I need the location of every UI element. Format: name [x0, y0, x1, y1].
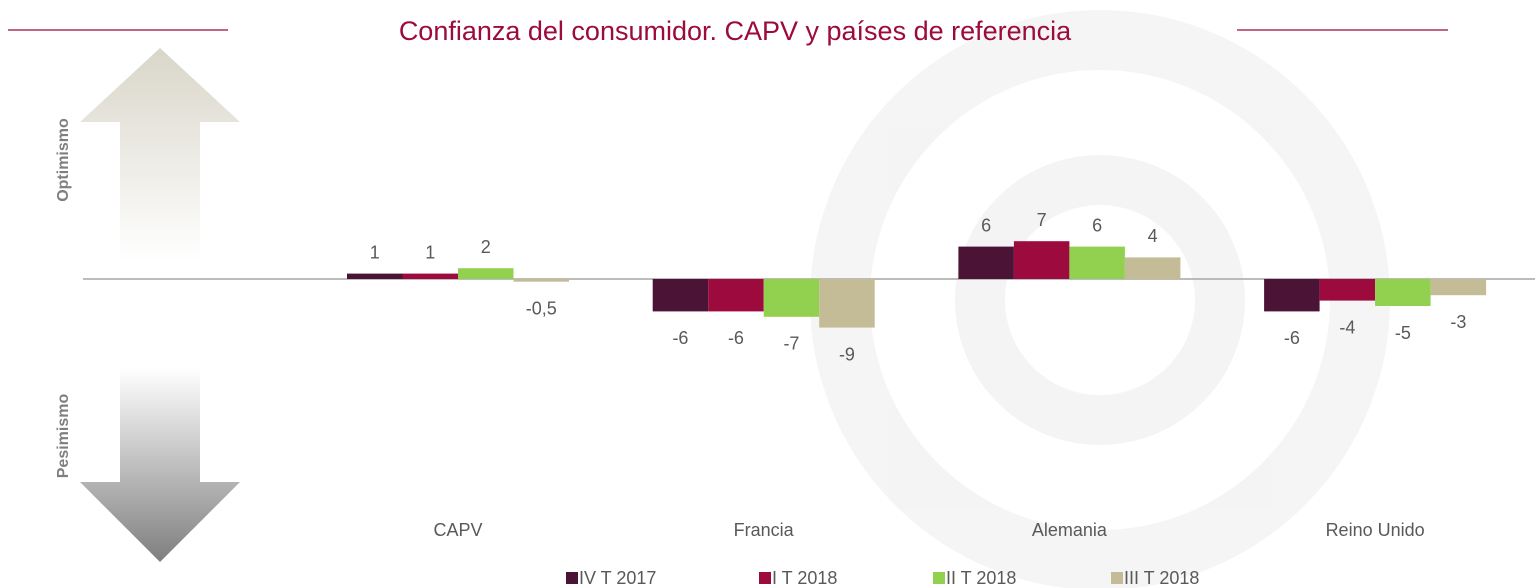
bar — [1014, 241, 1070, 279]
chart: Confianza del consumidor. CAPV y países … — [0, 0, 1535, 588]
legend-label: II T 2018 — [946, 568, 1016, 588]
data-label: -3 — [1450, 312, 1466, 332]
bar — [958, 247, 1014, 279]
data-label: -0,5 — [526, 298, 557, 318]
x-tick-label: Alemania — [1032, 520, 1108, 540]
legend-swatch — [933, 572, 945, 584]
data-label: 1 — [370, 242, 380, 262]
data-label: 6 — [1092, 215, 1102, 235]
data-label: 1 — [425, 242, 435, 262]
bar — [1320, 279, 1376, 301]
bar — [819, 279, 875, 328]
data-label: -6 — [672, 328, 688, 348]
legend-label: I T 2018 — [772, 568, 837, 588]
data-label: -7 — [783, 334, 799, 354]
bar — [708, 279, 764, 311]
data-label: -4 — [1339, 317, 1355, 337]
legend-swatch — [566, 572, 578, 584]
bar — [458, 268, 514, 279]
data-label: 6 — [981, 215, 991, 235]
bar — [1375, 279, 1431, 306]
bar — [347, 274, 403, 279]
bar — [653, 279, 709, 311]
x-tick-label: Francia — [734, 520, 795, 540]
page: Confianza del consumidor. CAPV y países … — [0, 0, 1535, 588]
x-tick-label: Reino Unido — [1326, 520, 1425, 540]
legend-label: III T 2018 — [1124, 568, 1199, 588]
bar — [1069, 247, 1125, 279]
data-label: 2 — [481, 237, 491, 257]
data-label: -9 — [839, 344, 855, 364]
down-arrow — [80, 368, 240, 562]
legend-swatch — [1111, 572, 1123, 584]
bar — [403, 274, 459, 279]
data-label: 7 — [1037, 210, 1047, 230]
legend-swatch — [759, 572, 771, 584]
bar — [1264, 279, 1320, 311]
legend-label: IV T 2017 — [579, 568, 656, 588]
up-arrow — [80, 48, 240, 262]
data-label: -5 — [1395, 323, 1411, 343]
data-label: -6 — [1284, 328, 1300, 348]
bar — [1431, 279, 1487, 295]
chart-title: Confianza del consumidor. CAPV y países … — [399, 16, 1072, 46]
data-label: -6 — [728, 328, 744, 348]
bar — [764, 279, 820, 317]
x-tick-label: CAPV — [433, 520, 482, 540]
bar — [514, 279, 570, 282]
data-label: 4 — [1148, 226, 1158, 246]
axis-note: Optimismo — [55, 118, 72, 202]
bar — [1125, 257, 1181, 279]
axis-note: Pesimismo — [55, 394, 72, 479]
